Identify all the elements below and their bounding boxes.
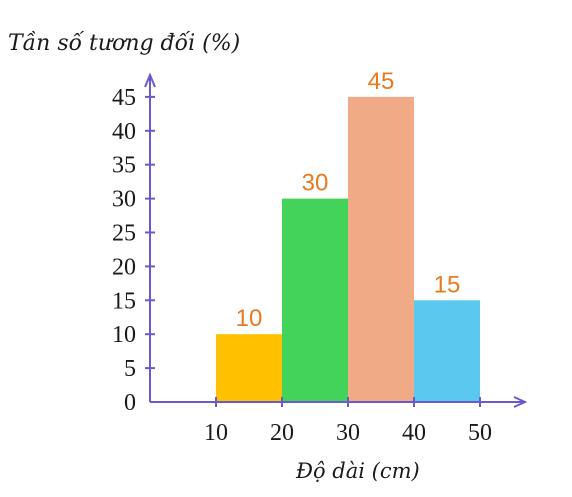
- bar-15: [414, 300, 480, 402]
- y-axis-title: Tần số tương đối (%): [8, 30, 240, 56]
- y-axis-arrow: [144, 72, 156, 88]
- data-label-30: 30: [302, 170, 329, 197]
- bars-group: [216, 96, 480, 403]
- x-axis-title: Độ dài (cm): [295, 459, 420, 483]
- y-tick-label-40: 40: [112, 119, 136, 145]
- y-tick-label-45: 45: [112, 85, 136, 111]
- y-tick-label-30: 30: [112, 187, 136, 213]
- bar-10: [216, 334, 282, 402]
- y-tick-label-15: 15: [112, 288, 136, 314]
- y-tick-label-20: 20: [112, 254, 136, 280]
- x-tick-label-20: 20: [270, 420, 294, 446]
- data-label-10: 10: [236, 305, 263, 332]
- x-tick-label-50: 50: [468, 420, 492, 446]
- ticks-group: 0 5 10 15 20 25 30 35 40 45 10 20 30 40 50: [112, 85, 492, 446]
- y-tick-label-5: 5: [124, 356, 136, 382]
- bar-45: [348, 96, 414, 403]
- data-label-15: 15: [434, 271, 461, 298]
- x-tick-label-30: 30: [336, 420, 360, 446]
- data-labels-group: 10 30 45 15: [236, 68, 461, 332]
- bar-30: [282, 198, 348, 402]
- x-tick-label-40: 40: [402, 420, 426, 446]
- y-tick-label-0: 0: [124, 390, 136, 416]
- x-axis-arrow: [513, 396, 528, 408]
- y-tick-label-35: 35: [112, 153, 136, 179]
- y-tick-label-10: 10: [112, 322, 136, 348]
- y-tick-label-25: 25: [112, 221, 136, 247]
- x-tick-label-10: 10: [204, 420, 228, 446]
- data-label-45: 45: [368, 68, 395, 95]
